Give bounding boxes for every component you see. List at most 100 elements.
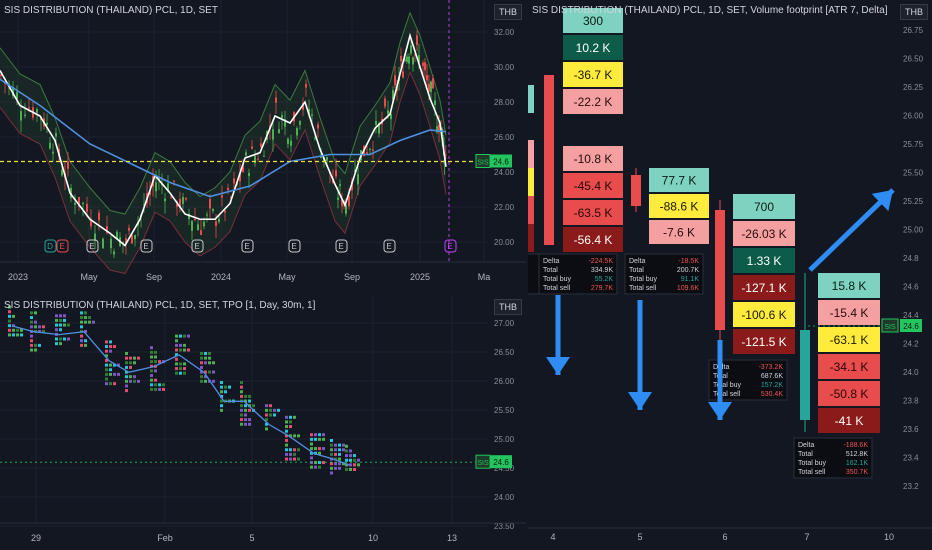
candle-body [200,230,202,235]
earnings-event-label: E [89,242,94,251]
tpo-block [84,320,87,324]
summary-label: Total sell [798,469,826,476]
earnings-event-marker [86,239,99,253]
tpo-block [105,340,108,344]
tpo-block [345,449,348,453]
tpo-block [8,319,11,323]
tpo-block [183,371,186,375]
candle-body [335,170,337,177]
summary-label: Delta [543,258,559,265]
footprint-cell [563,227,623,252]
candle-body [372,149,374,151]
tpo-block [200,352,203,355]
y-tick-label: 28.00 [494,98,515,107]
candle-body [248,173,250,177]
candle-body [378,123,380,134]
footprint-cell [818,408,880,433]
chart-title: SIS DISTRIBUTION (THAILAND) PCL, 1D, SET… [532,5,888,16]
tpo-block [244,399,247,403]
tpo-block [240,390,243,394]
footprint-chart-pane[interactable]: SIS DISTRIBUTION (THAILAND) PCL, 1D, SET… [528,0,932,550]
candle-body [122,241,124,244]
tpo-block [208,370,211,374]
tpo-block [12,314,15,318]
tpo-block [310,465,313,469]
tpo-block [244,422,247,426]
summary-value: 350.7K [846,469,869,476]
price-badge-value [490,154,512,168]
candle-body [631,175,641,206]
tpo-block [125,379,128,383]
daily-chart-pane[interactable]: SIS DISTRIBUTION (THAILAND) PCL, 1D, SET… [0,0,526,290]
candle-body [339,184,341,186]
tpo-block [314,447,317,451]
candle-body [16,91,18,100]
tpo-block [204,379,207,383]
tpo-block [285,448,288,452]
footprint-summary [538,253,618,295]
earnings-event-label: E [143,242,148,251]
candle-body [302,103,304,110]
tpo-block [84,311,87,315]
tpo-block [150,364,153,368]
tpo-block [338,443,341,447]
tpo-block [154,369,157,373]
candle-body [113,251,115,255]
price-badge-value-text: 24.6 [493,458,509,467]
tpo-block [129,356,132,360]
tpo-block [150,369,153,373]
candle-body [314,137,316,139]
tpo-block [129,379,132,383]
tpo-block [34,320,37,324]
candle-body [206,214,208,216]
tpo-block [212,370,215,374]
tpo-block [353,468,356,471]
tpo-block [322,437,325,441]
earnings-event-marker [140,239,153,253]
candle-body [194,219,196,221]
tpo-block [240,422,243,426]
candle-body [131,235,133,244]
currency-button[interactable]: THB [494,299,522,315]
footprint-cell-value: -50.8 K [830,387,869,401]
earnings-event-marker [44,239,57,253]
currency-button[interactable]: THB [900,4,928,20]
tpo-chart-pane[interactable]: SIS DISTRIBUTION (THAILAND) PCL, 1D, SET… [0,295,526,550]
candle-body [290,140,292,146]
tpo-block [310,433,313,437]
tpo-block [240,418,243,422]
tpo-block [30,343,33,347]
footprint-cell-value: -63.5 K [574,206,613,220]
up-arrow-head [871,190,893,212]
candle-body [424,62,426,71]
footprint-cell [649,168,709,192]
tpo-block [109,363,112,367]
footprint-cell-value: -15.4 K [830,306,869,320]
y-tick-label: 26.00 [494,133,515,142]
tpo-block [273,408,276,412]
tpo-block [342,448,345,452]
candle-body [390,113,392,120]
tpo-block [20,328,23,332]
currency-button[interactable]: THB [494,4,522,20]
tpo-block [175,353,178,357]
summary-label: Total buy [713,382,742,389]
candle-body [404,59,406,61]
tpo-block [338,448,341,452]
tpo-block [179,334,182,338]
candle-body [230,197,232,199]
tpo-block [8,314,11,318]
candle-body [20,111,22,121]
tpo-block [179,362,182,366]
summary-value: 157.2K [761,382,784,389]
tpo-block [289,452,292,456]
tpo-block [125,365,128,369]
candle-body [284,119,286,127]
candle-body [375,120,377,126]
tpo-block [59,314,62,318]
candle-body [384,98,386,107]
tpo-block [310,447,313,451]
candle-body [176,203,178,207]
tpo-block [55,328,58,332]
candle-body [90,220,92,227]
